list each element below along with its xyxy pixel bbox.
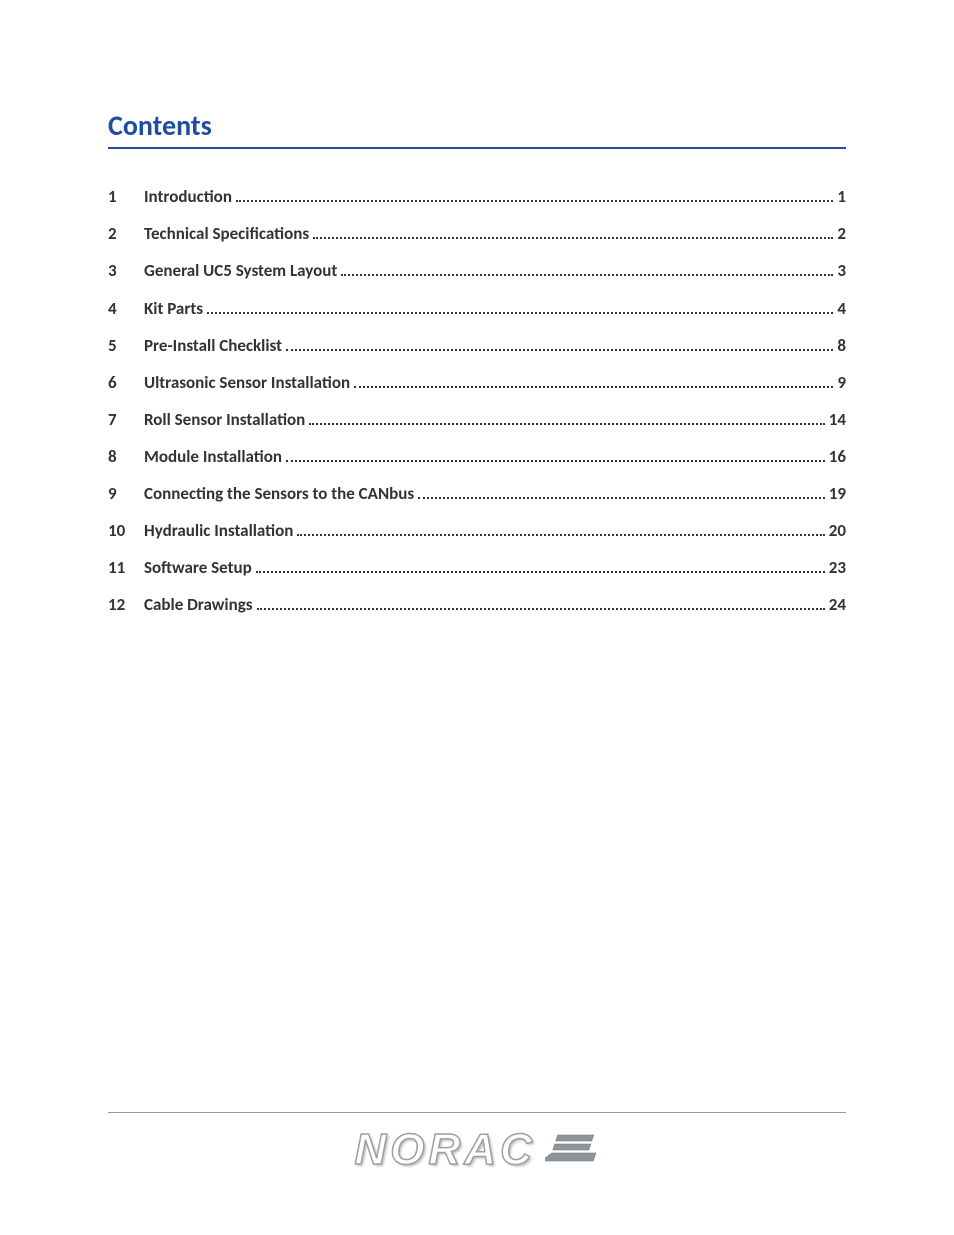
toc-entry-page: 20 [829,519,846,543]
logo-text: NORAC [355,1125,536,1175]
toc-entry-page: 4 [837,297,846,321]
toc-leader-dots [297,519,824,536]
document-page: Contents 1Introduction12Technical Specif… [0,0,954,1235]
toc-entry-number: 4 [108,297,144,321]
toc-entry[interactable]: 3General UC5 System Layout3 [108,259,846,283]
toc-entry-number: 7 [108,408,144,432]
toc-entry-page: 19 [829,482,846,506]
toc-entry-title: Roll Sensor Installation [144,408,305,432]
toc-leader-dots [286,333,833,350]
toc-entry[interactable]: 5Pre-Install Checklist 8 [108,333,846,357]
toc-entry-title: Module Installation [144,445,282,469]
toc-entry-number: 9 [108,482,144,506]
toc-entry-page: 2 [837,222,846,246]
toc-entry-page: 24 [829,593,846,617]
toc-leader-dots [354,370,833,387]
toc-entry[interactable]: 1Introduction1 [108,185,846,209]
toc-entry-title: Software Setup [144,556,252,580]
logo-mark-icon [545,1131,599,1170]
footer-logo: NORAC [355,1125,600,1175]
toc-leader-dots [236,185,833,202]
toc-entry-title: Cable Drawings [144,593,253,617]
toc-entry[interactable]: 4Kit Parts4 [108,296,846,320]
toc-entry-title: Hydraulic Installation [144,519,293,543]
toc-entry-page: 23 [829,556,846,580]
toc-leader-dots [309,408,824,425]
toc-entry-title: Introduction [144,185,232,209]
toc-entry-number: 8 [108,445,144,469]
toc-entry-title: Pre-Install Checklist [144,334,282,358]
toc-leader-dots [286,445,825,462]
toc-entry[interactable]: 7Roll Sensor Installation 14 [108,408,846,432]
toc-entry[interactable]: 10Hydraulic Installation 20 [108,519,846,543]
toc-leader-dots [313,222,833,239]
toc-entry-page: 3 [837,259,846,283]
toc-entry[interactable]: 6Ultrasonic Sensor Installation 9 [108,370,846,394]
toc-entry[interactable]: 8Module Installation 16 [108,445,846,469]
contents-heading: Contents [108,108,846,149]
toc-entry-title: General UC5 System Layout [144,259,337,283]
toc-entry-page: 9 [837,371,846,395]
toc-entry-title: Connecting the Sensors to the CANbus [144,482,414,506]
page-footer: NORAC [108,1112,846,1175]
toc-entry-title: Technical Specifications [144,222,309,246]
toc-entry-number: 3 [108,259,144,283]
footer-rule [108,1112,846,1113]
toc-entry[interactable]: 12Cable Drawings 24 [108,593,846,617]
toc-entry-page: 8 [837,334,846,358]
toc-leader-dots [256,556,825,573]
toc-entry[interactable]: 2Technical Specifications2 [108,222,846,246]
toc-entry-number: 10 [108,519,144,543]
toc-entry-number: 11 [108,556,144,580]
toc-entry-number: 2 [108,222,144,246]
toc-leader-dots [207,296,833,313]
toc-entry-page: 14 [829,408,846,432]
toc-entry-number: 12 [108,593,144,617]
toc-entry-page: 16 [829,445,846,469]
toc-entry-title: Kit Parts [144,297,203,321]
table-of-contents: 1Introduction12Technical Specifications2… [108,185,846,617]
toc-entry[interactable]: 11Software Setup 23 [108,556,846,580]
toc-leader-dots [341,259,833,276]
toc-entry-title: Ultrasonic Sensor Installation [144,371,350,395]
toc-entry-number: 5 [108,334,144,358]
toc-leader-dots [418,482,825,499]
toc-leader-dots [257,593,825,610]
toc-entry-number: 6 [108,371,144,395]
toc-entry-number: 1 [108,185,144,209]
toc-entry[interactable]: 9Connecting the Sensors to the CANbus 19 [108,482,846,506]
toc-entry-page: 1 [837,185,846,209]
